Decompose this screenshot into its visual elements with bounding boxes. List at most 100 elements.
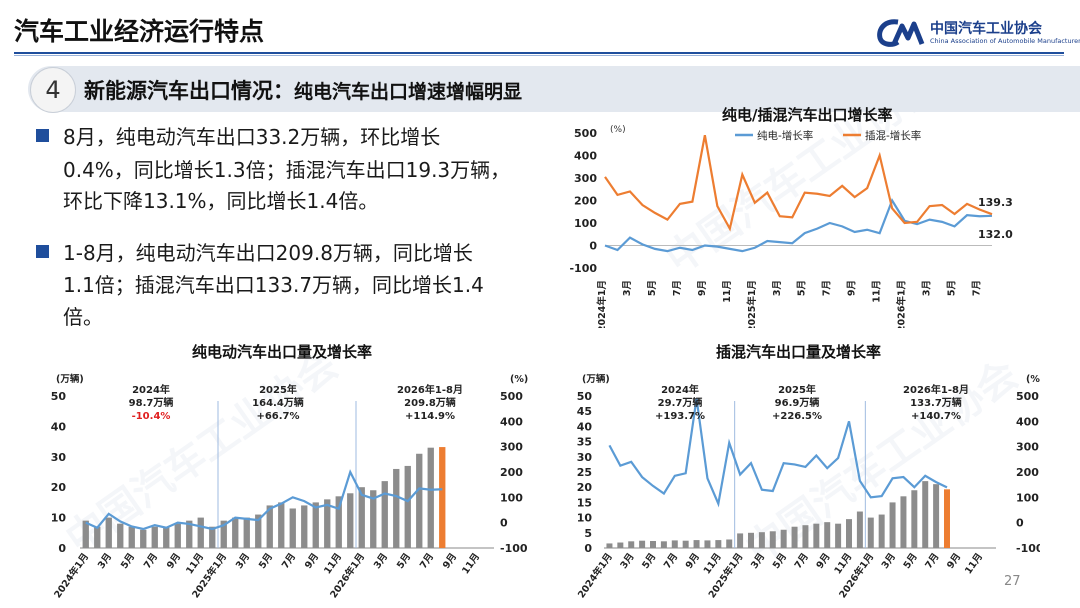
bar	[186, 520, 193, 548]
bar	[671, 540, 678, 548]
period-name: 2024年	[132, 383, 170, 396]
page-title: 汽车工业经济运行特点	[14, 17, 265, 46]
bar	[416, 453, 423, 548]
x-tick-label: 11月	[322, 551, 344, 576]
bar	[617, 542, 624, 548]
y-right-unit: (%)	[1026, 374, 1040, 385]
bar	[82, 520, 89, 548]
y-left-tick: 0	[584, 542, 592, 555]
y-right-tick: 0	[1016, 517, 1024, 530]
bar	[335, 496, 342, 548]
x-tick-label: 7月	[793, 551, 811, 571]
bullet-1-line-3: 环比下降13.1%，同比增长1.4倍。	[63, 189, 379, 213]
legend-label-1: 纯电-增长率	[757, 129, 813, 142]
bar	[370, 490, 377, 548]
x-tick-label: 11月	[702, 551, 724, 576]
x-tick-label: 3月	[234, 551, 252, 571]
x-tick-label: 7月	[972, 280, 983, 296]
bar	[835, 523, 842, 548]
header: 汽车工业经济运行特点 中国汽车工业协会 China Association of…	[0, 0, 1080, 56]
y-tick-label: 200	[574, 195, 597, 208]
y-left-unit: (万辆)	[56, 373, 84, 385]
bar	[606, 543, 613, 548]
logo-text-cn: 中国汽车工业协会	[930, 21, 1042, 37]
y-left-tick: 20	[51, 481, 67, 494]
x-tick-label: 2024年1月	[596, 280, 608, 328]
bar	[824, 522, 831, 548]
bullet-2-line-1: 1-8月，纯电动汽车出口209.8万辆，同比增长	[36, 237, 473, 266]
bar	[301, 505, 308, 548]
x-tick-label: 9月	[303, 551, 321, 571]
series-line-2	[604, 135, 993, 232]
growth-rate-line-chart: (%) -100 0 100 200 300 400 500 2024年1月 3月 5月 7月 9月 11…	[569, 125, 1013, 328]
x-tick-label: 11月	[184, 551, 206, 576]
period-name: 2025年	[778, 383, 816, 396]
x-tick-label: 5月	[119, 551, 137, 571]
bar	[243, 517, 250, 548]
x-tick-label: 11月	[722, 280, 733, 303]
x-tick-label: 9月	[684, 551, 702, 571]
bar	[358, 487, 365, 548]
y-right-tick: 200	[1016, 466, 1039, 479]
x-tick-label: 3月	[372, 551, 390, 571]
y-left-tick: 25	[577, 466, 592, 479]
period-total: 96.9万辆	[775, 396, 820, 409]
header-rule	[14, 52, 1064, 54]
period-total: 98.7万辆	[129, 396, 174, 409]
y-right-tick: 400	[500, 415, 523, 428]
y-left-tick: 45	[577, 405, 592, 418]
x-tick-label: 7月	[923, 551, 941, 571]
section-title-main: 新能源汽车出口情况：	[84, 79, 294, 103]
page-number: 27	[1004, 574, 1021, 589]
bar	[324, 499, 331, 548]
bar	[220, 520, 227, 548]
bar	[726, 539, 733, 548]
y-right-tick: 300	[500, 441, 523, 454]
period-name: 2026年1-8月	[903, 383, 969, 396]
x-tick-label: 5月	[640, 551, 658, 571]
bullet-2-line-2: 1.1倍；插混汽车出口133.7万辆，同比增长1.4	[63, 273, 484, 297]
bar	[289, 508, 296, 548]
x-tick-label: 5月	[257, 551, 275, 571]
bar	[197, 517, 204, 548]
x-tick-label: 3月	[880, 551, 898, 571]
x-tick-label: 3月	[772, 280, 783, 296]
bar	[639, 540, 646, 548]
y-tick-label: 0	[589, 240, 597, 253]
period-growth: +66.7%	[256, 411, 299, 422]
legend-label-2: 插混-增长率	[865, 129, 921, 142]
bar	[933, 484, 940, 548]
phev-export-chart: (万辆) (%) 0 5 10 15 20 25 30 35 40 45 50 -100 0 100 200 30…	[575, 373, 1040, 600]
period-total: 29.7万辆	[658, 396, 703, 409]
growth-line	[85, 469, 443, 531]
x-tick-label: 9月	[441, 551, 459, 571]
x-tick-label: 5月	[395, 551, 413, 571]
bar	[846, 519, 852, 548]
bar	[232, 517, 239, 548]
bullet-square-icon	[36, 245, 49, 258]
section-number: 4	[30, 67, 76, 113]
x-tick-label: 5月	[947, 280, 958, 296]
y-left-unit: (万辆)	[582, 373, 610, 385]
bar	[347, 493, 354, 548]
x-tick-label: 3月	[749, 551, 767, 571]
y-tick-label: 500	[574, 127, 597, 140]
x-tick-label: 11月	[832, 551, 854, 576]
y-left-tick: 15	[577, 496, 592, 509]
bar	[802, 525, 809, 548]
x-tick-label: 5月	[771, 551, 789, 571]
x-tick-label: 3月	[622, 280, 633, 296]
bar	[737, 533, 744, 548]
bar	[867, 517, 874, 548]
bar	[878, 514, 885, 548]
data-label-bev: 132.0	[978, 228, 1013, 241]
bar	[404, 465, 411, 548]
chart-1-title: 纯电/插混汽车出口增长率	[722, 106, 893, 124]
x-tick-label: 11月	[963, 551, 985, 576]
period-name: 2025年	[259, 383, 297, 396]
section-band	[28, 66, 1080, 112]
y-tick-label: 400	[574, 150, 597, 163]
bar	[813, 523, 820, 548]
y-left-tick: 5	[584, 527, 592, 540]
period-name: 2026年1-8月	[397, 383, 463, 396]
